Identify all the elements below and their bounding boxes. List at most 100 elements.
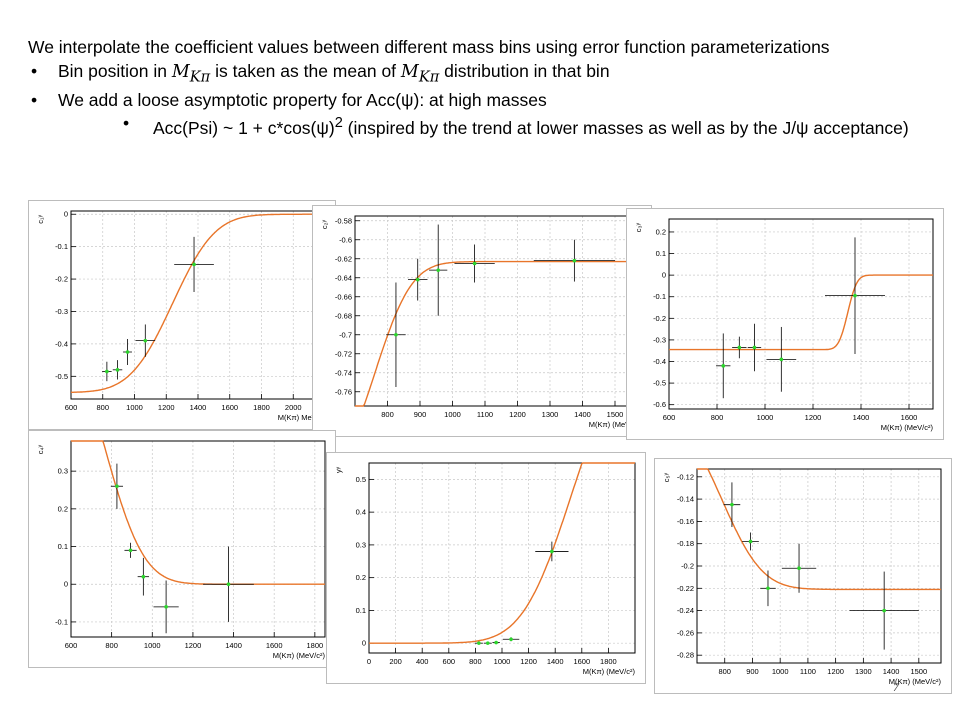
- y-tick-label: -0.68: [335, 311, 352, 320]
- x-tick-label: 1100: [477, 410, 493, 419]
- data-point: [752, 345, 757, 350]
- data-point: [737, 345, 742, 350]
- plot-panel-y: 0 200 400 600 800 1000 1200 1400 1600 1800 0 0.1 0.2…: [326, 452, 646, 684]
- data-point: [115, 484, 119, 489]
- y-tick-label: -0.64: [335, 273, 352, 282]
- y-tick-label: -0.1: [55, 242, 68, 251]
- y-tick-label: -0.1: [55, 617, 68, 626]
- plot-y: 0 200 400 600 800 1000 1200 1400 1600 1800 0 0.1 0.2…: [334, 462, 636, 676]
- fit-curve: [71, 213, 325, 393]
- fit-curve: [71, 440, 325, 585]
- y-tick-label: -0.18: [677, 539, 694, 548]
- x-tick-label: 900: [414, 410, 427, 419]
- bullet-text: distribution in that bin: [439, 60, 610, 81]
- plot-frame: [70, 440, 326, 638]
- x-tick-label: 800: [711, 413, 724, 422]
- data-point: [797, 566, 801, 571]
- x-tick-label: 1600: [573, 657, 590, 666]
- x-axis-label: M(Kπ) (MeV/c²): [589, 420, 642, 429]
- fit-curve: [369, 462, 635, 644]
- x-tick-label: 1600: [901, 413, 918, 422]
- y-tick-label: -0.24: [677, 606, 694, 615]
- data-point: [730, 502, 734, 507]
- x-tick-label: 200: [389, 657, 402, 666]
- math-subscript: Kπ: [189, 68, 211, 85]
- fit-curve: [355, 260, 641, 407]
- intro-line: We interpolate the coefficient values be…: [28, 37, 830, 57]
- data-point: [766, 586, 770, 591]
- y-tick-label: -0.62: [335, 254, 352, 263]
- math-symbol: M: [171, 61, 190, 82]
- y-tick-label: -0.14: [677, 495, 694, 504]
- y-tick-label: -0.28: [677, 651, 694, 660]
- data-point: [721, 364, 726, 368]
- y-tick-label: -0.4: [55, 339, 68, 348]
- y-tick-label: -0.2: [653, 314, 666, 323]
- superscript: 2: [334, 115, 343, 131]
- data-point: [509, 637, 513, 642]
- math-symbol: M: [400, 61, 419, 82]
- data-point: [415, 277, 420, 282]
- y-tick-label: -0.1: [653, 292, 666, 301]
- data-point: [472, 261, 477, 266]
- x-tick-label: 800: [381, 410, 394, 419]
- x-tick-label: 1000: [144, 641, 161, 650]
- y-tick-label: 0: [362, 639, 366, 648]
- data-point: [394, 332, 398, 337]
- y-tick-label: -0.66: [335, 292, 352, 301]
- y-tick-label: -0.3: [653, 335, 666, 344]
- x-tick-label: 1200: [185, 641, 202, 650]
- bullet-text: (inspired by the trend at lower masses a…: [342, 117, 909, 138]
- y-tick-label: -0.26: [677, 628, 694, 637]
- y-tick-label: 0.1: [58, 542, 68, 551]
- x-tick-label: 0: [367, 657, 371, 666]
- x-tick-label: 1000: [494, 657, 511, 666]
- x-tick-label: 800: [469, 657, 482, 666]
- data-point: [779, 357, 784, 362]
- y-tick-label: 0: [64, 580, 68, 589]
- data-point: [125, 350, 130, 354]
- y-axis-label: c₁ʸ: [36, 214, 45, 223]
- x-tick-label: 800: [718, 667, 731, 676]
- fit-curve: [697, 468, 941, 591]
- y-tick-label: -0.16: [677, 517, 694, 526]
- x-axis-label: M(Kπ) (MeV/c²): [273, 651, 326, 660]
- y-axis-label: c₅ʸ: [662, 472, 671, 482]
- y-axis-label: c₃ʸ: [634, 222, 643, 232]
- data-point: [143, 338, 148, 343]
- x-tick-label: 1400: [547, 657, 564, 666]
- data-point: [164, 605, 168, 609]
- y-tick-label: -0.12: [677, 472, 694, 481]
- y-tick-label: -0.5: [653, 379, 666, 388]
- y-axis-label: c₄ʸ: [36, 444, 45, 454]
- math-subscript: Kπ: [418, 68, 440, 85]
- y-tick-label: -0.74: [335, 368, 352, 377]
- x-tick-label: 1800: [600, 657, 617, 666]
- y-tick-label: 0: [64, 210, 68, 219]
- y-tick-label: -0.3: [55, 307, 68, 316]
- data-point: [882, 608, 886, 613]
- x-tick-label: 1800: [306, 641, 323, 650]
- y-tick-label: 0.3: [58, 467, 68, 476]
- x-tick-label: 1500: [607, 410, 624, 419]
- bullet-asymptotic: We add a loose asymptotic property for A…: [28, 89, 938, 113]
- bullet-text: is taken as the mean of: [210, 60, 401, 81]
- plot-c2: 800 900 1000 1100 1200 1300 1400 1500 -0.58 -0.6 -…: [320, 215, 642, 429]
- y-tick-label: 0.2: [356, 573, 366, 582]
- y-tick-label: -0.2: [55, 275, 68, 284]
- x-tick-label: 900: [746, 667, 759, 676]
- y-tick-label: 0.3: [356, 540, 366, 549]
- x-tick-label: 600: [663, 413, 676, 422]
- x-tick-label: 600: [65, 403, 78, 412]
- y-tick-label: 0.5: [356, 475, 366, 484]
- data-point: [105, 369, 109, 374]
- y-tick-label: 0.2: [656, 227, 666, 236]
- plot-panel-c2: 800 900 1000 1100 1200 1300 1400 1500 -0.58 -0.6 -…: [312, 205, 652, 437]
- plot-c1: 600 800 1000 1200 1400 1600 1800 2000 0 -0.1 -0.2 -…: [36, 210, 326, 422]
- x-tick-label: 1600: [221, 403, 238, 412]
- x-tick-label: 400: [416, 657, 429, 666]
- x-tick-label: 1100: [800, 667, 816, 676]
- x-tick-label: 600: [443, 657, 456, 666]
- x-tick-label: 1200: [805, 413, 822, 422]
- plot-panel-c1: 600 800 1000 1200 1400 1600 1800 2000 0 -0.1 -0.2 -…: [28, 200, 336, 430]
